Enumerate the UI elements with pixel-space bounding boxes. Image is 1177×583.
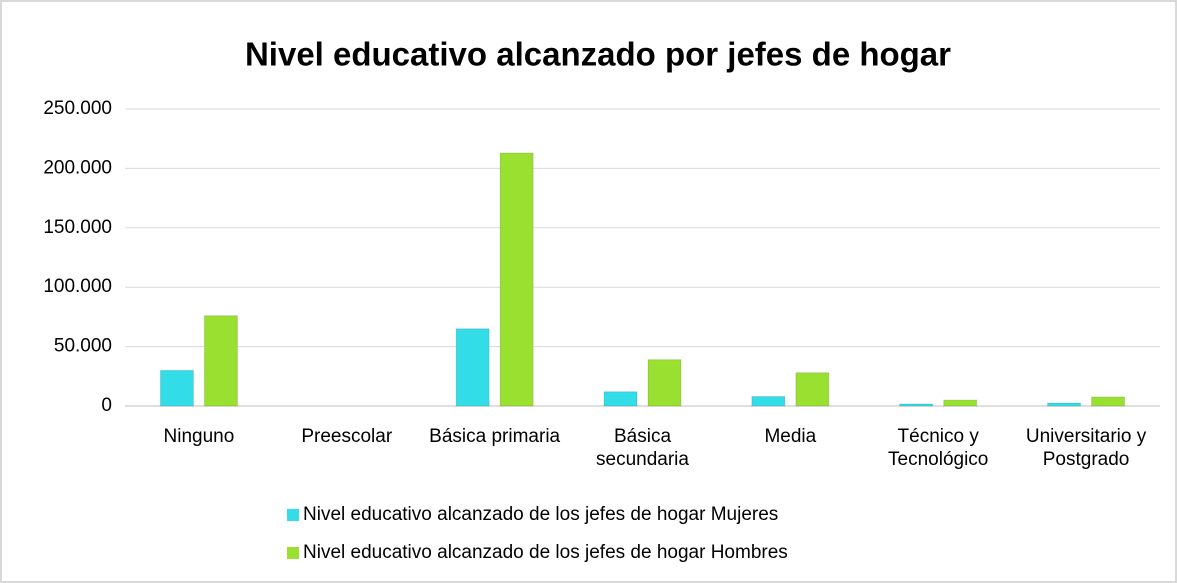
legend-marker [287, 547, 299, 559]
x-tick-label: Media [764, 426, 817, 447]
bar [499, 152, 534, 407]
chart-title: Nivel educativo alcanzado por jefes de h… [245, 36, 951, 73]
x-tick-label: Ninguno [163, 426, 235, 447]
y-tick-label: 200.000 [43, 157, 112, 178]
legend-label: Nivel educativo alcanzado de los jefes d… [303, 504, 778, 525]
bar [455, 328, 490, 407]
x-tick-label: Básica secundaria [596, 426, 689, 470]
bar [203, 315, 238, 407]
legend-marker [287, 509, 299, 521]
x-tick-label: Básica primaria [429, 426, 561, 447]
bar [159, 369, 194, 407]
y-tick-label: 250.000 [43, 98, 112, 119]
bar [603, 391, 638, 407]
x-tick-label: Técnico y Tecnológico [888, 426, 989, 470]
x-tick-label: Preescolar [301, 426, 393, 447]
bar [751, 395, 786, 407]
y-tick-label: 100.000 [43, 276, 112, 297]
bar [647, 359, 682, 407]
x-tick-label: Universitario y Postgrado [1025, 426, 1147, 470]
bar [943, 399, 978, 407]
y-tick-label: 50.000 [54, 336, 112, 357]
bar [899, 403, 934, 407]
bar [1091, 396, 1126, 407]
legend-label: Nivel educativo alcanzado de los jefes d… [303, 542, 788, 563]
y-tick-label: 150.000 [43, 217, 112, 238]
y-tick-label: 0 [101, 395, 112, 416]
bar [1047, 402, 1082, 407]
bar [795, 372, 830, 407]
